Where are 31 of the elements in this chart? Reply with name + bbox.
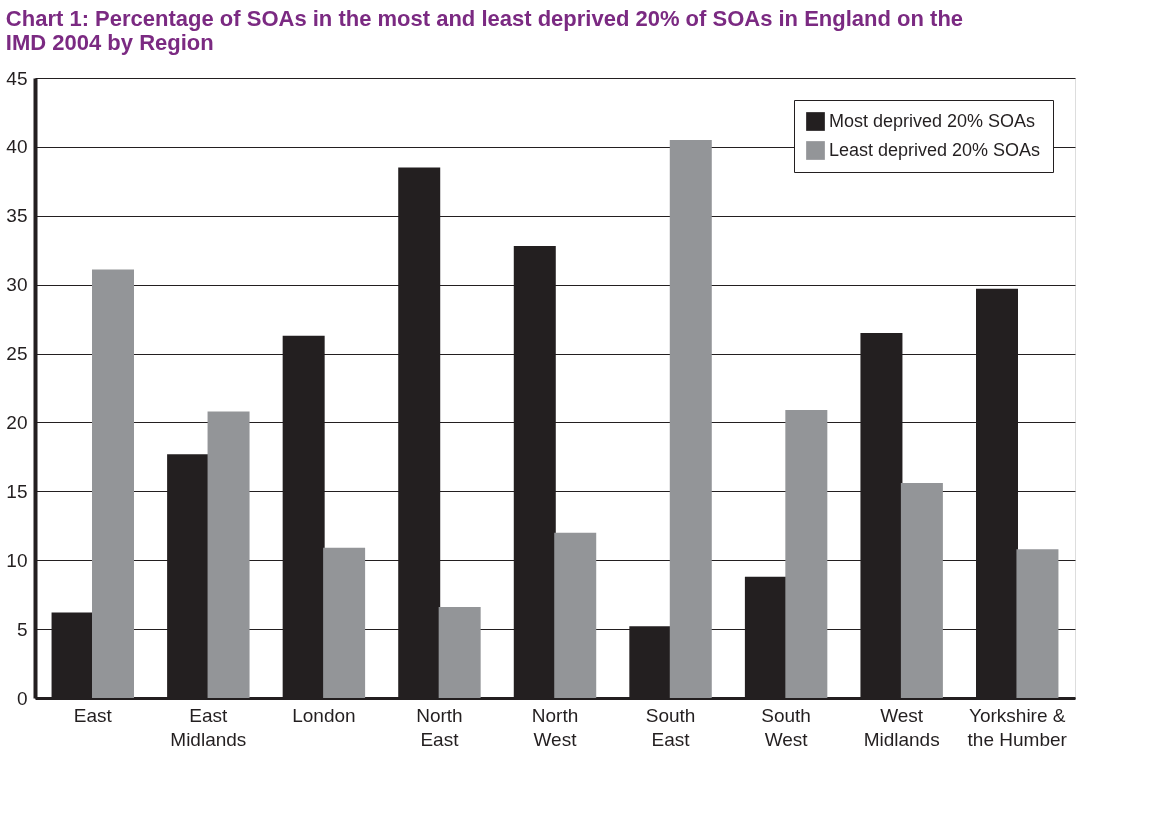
bar: [554, 532, 597, 698]
y-tick-label: 25: [6, 343, 28, 365]
y-tick-label: 40: [6, 136, 28, 158]
bar: [92, 269, 134, 698]
x-tick-label: West Midlands: [863, 704, 940, 750]
bar: [207, 411, 250, 698]
x-tick-label: South West: [761, 704, 811, 750]
y-tick-label: 5: [16, 618, 28, 640]
x-tick-label: North East: [416, 704, 463, 750]
x-tick-label: North West: [531, 704, 579, 750]
bar: [785, 410, 828, 698]
bar: [323, 547, 366, 698]
bar: [1016, 549, 1059, 698]
y-tick-label: 15: [6, 480, 28, 502]
y-tick-label: 30: [6, 274, 28, 296]
legend-label: Most deprived 20% SOAs: [829, 110, 1036, 131]
x-tick-label: East Midlands: [170, 704, 247, 750]
bar: [438, 607, 481, 698]
y-tick-label: 45: [6, 67, 28, 89]
legend-label: Least deprived 20% SOAs: [829, 139, 1041, 160]
x-tick-label: East: [73, 704, 113, 726]
x-tick-label: South East: [645, 704, 696, 750]
x-tick-label: London: [292, 704, 356, 726]
y-tick-label: 0: [16, 687, 28, 709]
chart-title: Chart 1: Percentage of SOAs in the most and least deprived 20% of SOAs in England on the IMD 2004 by Region: [5, 6, 964, 55]
y-tick-label: 20: [6, 411, 28, 433]
y-tick-label: 35: [6, 205, 28, 227]
x-tick-label: Yorkshire & the Humber: [967, 704, 1068, 750]
bar: [900, 483, 943, 698]
bar: [669, 140, 712, 698]
y-tick-label: 10: [6, 549, 28, 571]
